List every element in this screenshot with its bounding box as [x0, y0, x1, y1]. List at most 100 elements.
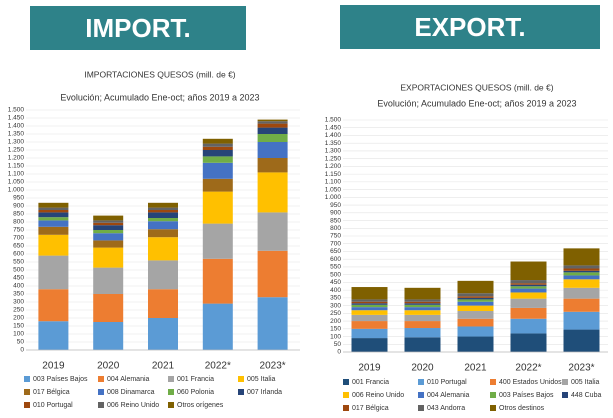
bar-segment: [351, 338, 388, 352]
y-tick-label: 0: [337, 349, 341, 356]
y-tick-label: 1.400: [8, 123, 25, 130]
y-tick-label: 850: [13, 211, 24, 218]
y-tick-label: 250: [13, 307, 24, 314]
legend-label: 010 Portugal: [427, 379, 467, 386]
x-tick-label: 2022*: [205, 361, 231, 372]
y-tick-label: 1.300: [325, 148, 342, 155]
y-tick-label: 1.050: [8, 179, 25, 186]
bar-segment: [148, 237, 178, 261]
bar-segment: [563, 329, 600, 352]
bar-segment: [404, 303, 441, 305]
y-tick-label: 300: [330, 302, 341, 309]
y-tick-label: 50: [17, 339, 25, 346]
bar-segment: [351, 314, 388, 322]
legend-swatch: [98, 389, 104, 395]
import-banner-text: IMPORT.: [85, 13, 190, 43]
chart-title: EXPORTACIONES QUESOS (mill. de €): [400, 82, 553, 92]
legend-swatch: [562, 392, 568, 398]
legend-swatch: [238, 389, 244, 395]
bar-segment: [510, 288, 547, 293]
bar-segment: [404, 328, 441, 338]
bar-segment: [563, 265, 600, 269]
bar-segment: [38, 210, 69, 213]
legend-swatch: [168, 402, 174, 408]
bar-segment: [93, 233, 124, 241]
bar-segment: [457, 299, 494, 302]
bar-segment: [148, 212, 178, 218]
legend-swatch: [343, 392, 349, 398]
x-tick-label: 2021: [152, 361, 175, 372]
bar-segment: [257, 121, 288, 124]
bar-segment: [457, 280, 494, 294]
legend-swatch: [418, 392, 424, 398]
bar-segment: [38, 234, 69, 256]
bar-segment: [404, 310, 441, 315]
y-tick-label: 1.500: [325, 117, 342, 124]
y-tick-label: 950: [13, 195, 24, 202]
y-tick-label: 750: [330, 233, 341, 240]
bar-segment: [457, 296, 494, 298]
y-tick-label: 100: [13, 331, 24, 338]
legend-swatch: [238, 376, 244, 382]
y-tick-label: 800: [330, 225, 341, 232]
export-banner: [340, 5, 600, 49]
y-tick-label: 1.100: [8, 171, 25, 178]
chart-subtitle: Evolución; Acumulado Ene-oct; años 2019 …: [60, 92, 259, 102]
y-tick-label: 1.200: [325, 163, 342, 170]
y-tick-label: 1.400: [325, 132, 342, 139]
legend-swatch: [168, 376, 174, 382]
bar-segment: [93, 222, 124, 226]
bar-segment: [510, 280, 547, 284]
legend-swatch: [168, 389, 174, 395]
y-tick-label: 550: [13, 259, 24, 266]
legend-label: 017 Bélgica: [352, 405, 389, 412]
bar-segment: [38, 255, 69, 290]
bar-segment: [202, 150, 233, 157]
bar-segment: [457, 305, 494, 312]
bar-segment: [351, 303, 388, 305]
bar-segment: [148, 218, 178, 222]
bar-segment: [93, 220, 124, 223]
legend-label: 043 Andorra: [427, 405, 465, 412]
legend-swatch: [418, 405, 424, 411]
y-tick-label: 700: [330, 240, 341, 247]
bar-segment: [148, 221, 178, 230]
y-tick-label: 150: [13, 323, 24, 330]
bar-segment: [38, 212, 69, 218]
bar-segment: [351, 301, 388, 304]
export-banner-text: EXPORT.: [414, 12, 525, 42]
legend-swatch: [562, 379, 568, 385]
bar-segment: [457, 297, 494, 300]
y-tick-label: 200: [13, 315, 24, 322]
bar-segment: [93, 230, 124, 234]
y-tick-label: 500: [13, 267, 24, 274]
y-tick-label: 1.250: [325, 155, 342, 162]
y-tick-label: 650: [13, 243, 24, 250]
bar-segment: [351, 299, 388, 302]
bar-segment: [38, 321, 69, 350]
legend-label: 010 Portugal: [33, 402, 73, 409]
bar-segment: [148, 229, 178, 238]
legend-swatch: [490, 405, 496, 411]
y-tick-label: 1.500: [8, 107, 25, 114]
bar-segment: [93, 240, 124, 248]
y-tick-label: 600: [330, 256, 341, 263]
y-tick-label: 900: [330, 210, 341, 217]
bar-segment: [93, 267, 124, 294]
bar-segment: [148, 202, 178, 208]
y-tick-label: 850: [330, 217, 341, 224]
y-tick-label: 1.000: [8, 187, 25, 194]
bar-segment: [38, 207, 69, 210]
bar-segment: [404, 299, 441, 302]
bar-segment: [404, 321, 441, 329]
legend-swatch: [343, 405, 349, 411]
bar-segment: [93, 294, 124, 322]
bar-segment: [404, 314, 441, 322]
y-tick-label: 400: [13, 283, 24, 290]
bar-segment: [510, 286, 547, 289]
x-tick-label: 2019: [358, 363, 381, 374]
bar-segment: [351, 328, 388, 339]
legend-label: 001 Francia: [352, 379, 389, 386]
y-tick-label: 950: [330, 202, 341, 209]
